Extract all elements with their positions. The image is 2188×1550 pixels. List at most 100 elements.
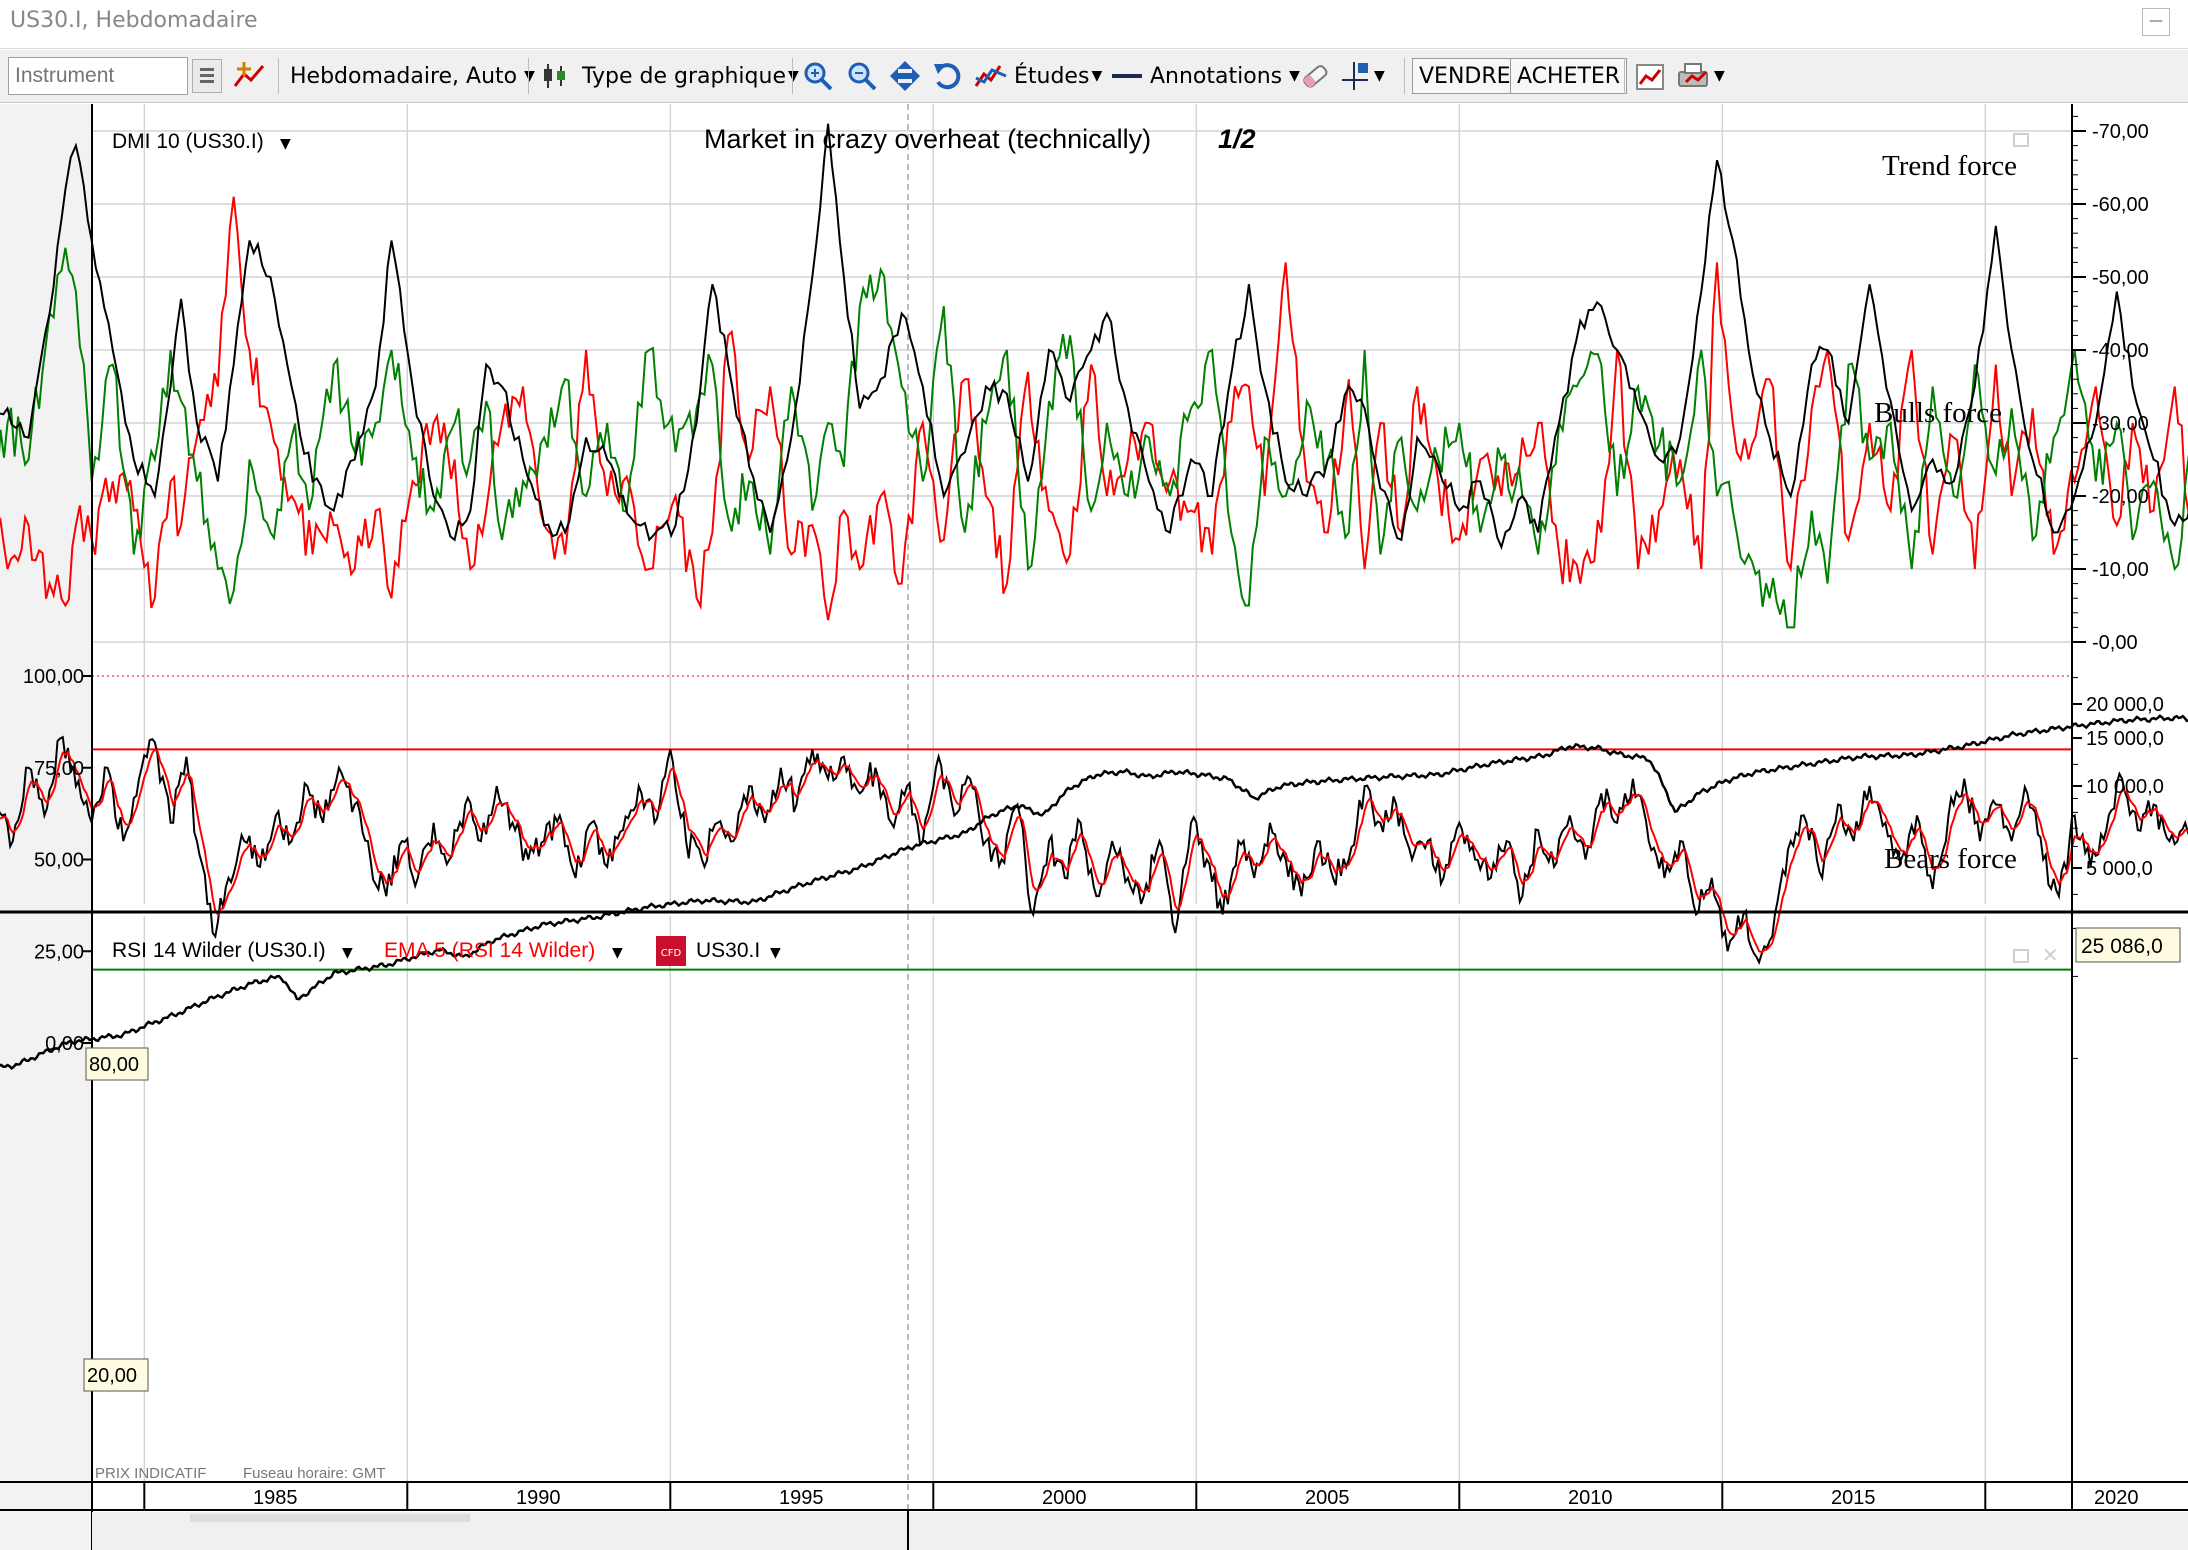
studies-label: Études <box>1014 63 1090 89</box>
eraser-icon <box>1303 65 1328 88</box>
toolbar-separator <box>278 58 279 94</box>
crosshair-dropdown[interactable]: ▼ <box>1340 60 1385 92</box>
x-axis-tick-label: 1985 <box>253 1487 298 1509</box>
chevron-down-icon[interactable]: ▼ <box>770 945 781 961</box>
studies-dropdown[interactable]: Études ▼ <box>974 60 1102 92</box>
x-axis-tick-label: 2015 <box>1831 1487 1876 1509</box>
price-axis-tick-label: 15 000,0 <box>2086 728 2164 750</box>
zoom-out-icon <box>848 62 877 91</box>
report-button[interactable] <box>1634 60 1668 92</box>
minimize-icon[interactable]: — <box>2142 8 2170 36</box>
trend-force-annotation: Trend force <box>1882 150 2017 182</box>
eraser-button[interactable] <box>1300 60 1330 92</box>
cfd-icon-text: CFD <box>661 948 682 959</box>
axes: 1985 1990 1995 2000 2005 2010 2015 2020 -0,00 -10… <box>0 104 2188 1550</box>
period-label: Hebdomadaire, Auto <box>290 63 518 89</box>
x-axis-tick-label: 1995 <box>779 1487 824 1509</box>
ema-legend[interactable]: EMA 5 (RSI 14 Wilder) <box>384 939 595 962</box>
price-axis-tick-label: 20 000,0 <box>2086 694 2164 716</box>
crosshair-icon <box>1342 62 1368 90</box>
y-axis-tick-label: -20,00 <box>2092 486 2149 508</box>
zoom-out-button[interactable] <box>846 60 878 92</box>
list-icon[interactable] <box>192 59 222 93</box>
dmi-plot <box>0 123 2188 629</box>
chevron-down-icon: ▼ <box>1289 68 1300 84</box>
chart-background <box>0 104 2188 1550</box>
annotations-dropdown[interactable]: Annotations ▼ <box>1110 60 1300 92</box>
level-20-label: 20,00 <box>87 1365 137 1387</box>
price-legend[interactable]: US30.I <box>696 939 760 962</box>
buy-label: ACHETER <box>1517 63 1621 89</box>
price-axis-tick-label: 5 000,0 <box>2086 858 2153 880</box>
annotations-label: Annotations <box>1150 63 1283 89</box>
toolbar-separator <box>528 58 529 94</box>
sell-button[interactable]: VENDRE <box>1412 58 1518 94</box>
x-axis-tick-label: 2010 <box>1568 1487 1613 1509</box>
right-axis-area <box>2072 104 2188 1550</box>
x-axis-tick-label: 1990 <box>516 1487 561 1509</box>
buy-button[interactable]: ACHETER <box>1510 58 1628 94</box>
rsi-line <box>0 735 2188 966</box>
chart-type-dropdown[interactable]: Type de graphique ▼ <box>540 60 799 92</box>
chevron-down-icon: ▼ <box>1714 68 1725 84</box>
zoom-in-button[interactable] <box>802 60 834 92</box>
level-20-box <box>83 1358 149 1392</box>
instrument-input[interactable] <box>9 58 193 94</box>
y-axis-tick-label: -10,00 <box>2092 559 2149 581</box>
dmi-legend[interactable]: DMI 10 (US30.I) <box>112 130 264 153</box>
rsi-axis-tick-label: 50,00 <box>34 850 84 872</box>
print-dropdown[interactable]: ▼ <box>1676 60 1725 92</box>
window-title: US30.I, Hebdomadaire <box>10 8 258 33</box>
footer-timezone: Fuseau horaire: GMT <box>243 1465 386 1482</box>
bulls-force-annotation: Bulls force <box>1874 397 2002 429</box>
y-axis-tick-label: -30,00 <box>2092 413 2149 435</box>
print-icon <box>1678 63 1708 87</box>
undo-icon <box>934 63 961 90</box>
panel-maximize-icon[interactable] <box>2013 133 2029 147</box>
price-axis-tick-label: 10 000,0 <box>2086 776 2164 798</box>
chevron-down-icon: ▼ <box>1374 68 1385 84</box>
period-dropdown[interactable]: Hebdomadaire, Auto ▼ <box>290 60 535 92</box>
rsi-axis-tick-label: 100,00 <box>23 666 84 688</box>
last-price-box <box>2075 927 2181 963</box>
sell-label: VENDRE <box>1419 63 1511 89</box>
scrollbar-thumb <box>190 1514 470 1522</box>
chevron-down-icon: ▼ <box>1091 68 1103 84</box>
bears-force-annotation: Bears force <box>1884 843 2017 875</box>
rsi-legend[interactable]: RSI 14 Wilder (US30.I) <box>112 939 326 962</box>
chevron-down-icon[interactable]: ▼ <box>342 945 353 961</box>
chevron-down-icon[interactable]: ▼ <box>612 945 623 961</box>
y-axis-tick-label: -50,00 <box>2092 267 2149 289</box>
pan-button[interactable] <box>888 60 922 92</box>
footer-indicative-price: PRIX INDICATIF <box>95 1465 206 1482</box>
rsi-plot <box>0 675 2188 1070</box>
rsi-axis-tick-label: 75,00 <box>34 758 84 780</box>
title-bar: US30.I, Hebdomadaire — <box>0 0 2188 49</box>
trend-adx-line <box>0 123 2188 551</box>
last-price-label: 25 086,0 <box>2081 935 2163 958</box>
zoom-in-icon <box>804 62 833 91</box>
price-line <box>0 714 2188 1070</box>
dmi-grid <box>92 104 2072 1550</box>
ema-line <box>0 748 2188 954</box>
panel-maximize-icon[interactable] <box>2013 949 2029 963</box>
x-axis-tick-label: 2020 <box>2094 1487 2139 1509</box>
toolbar-separator <box>792 58 793 94</box>
undo-button[interactable] <box>932 60 966 92</box>
panel-close-icon[interactable]: ✕ <box>2042 943 2059 967</box>
toolbar-separator <box>1624 58 1625 94</box>
chevron-down-icon[interactable]: ▼ <box>280 136 291 152</box>
chevron-down-icon: ▼ <box>524 68 535 84</box>
report-icon <box>1636 64 1664 90</box>
x-axis-tick-label: 2000 <box>1042 1487 1087 1509</box>
x-axis-tick-label: 2005 <box>1305 1487 1350 1509</box>
line-icon <box>1112 74 1142 78</box>
add-study-icon[interactable] <box>232 60 266 92</box>
toolbar: Hebdomadaire, Auto ▼ Type de graphique▼ É… <box>0 50 2188 126</box>
chevron-down-icon: ▼ <box>787 68 799 84</box>
rsi-axis-tick-label: 25,00 <box>34 941 84 963</box>
level-80-box <box>85 1047 149 1081</box>
y-axis-tick-label: -70,00 <box>2092 121 2149 143</box>
toolbar-separator <box>1404 58 1405 94</box>
chart-area[interactable]: 1985 1990 1995 2000 2005 2010 2015 2020 -0,00 -10… <box>0 104 2188 1550</box>
